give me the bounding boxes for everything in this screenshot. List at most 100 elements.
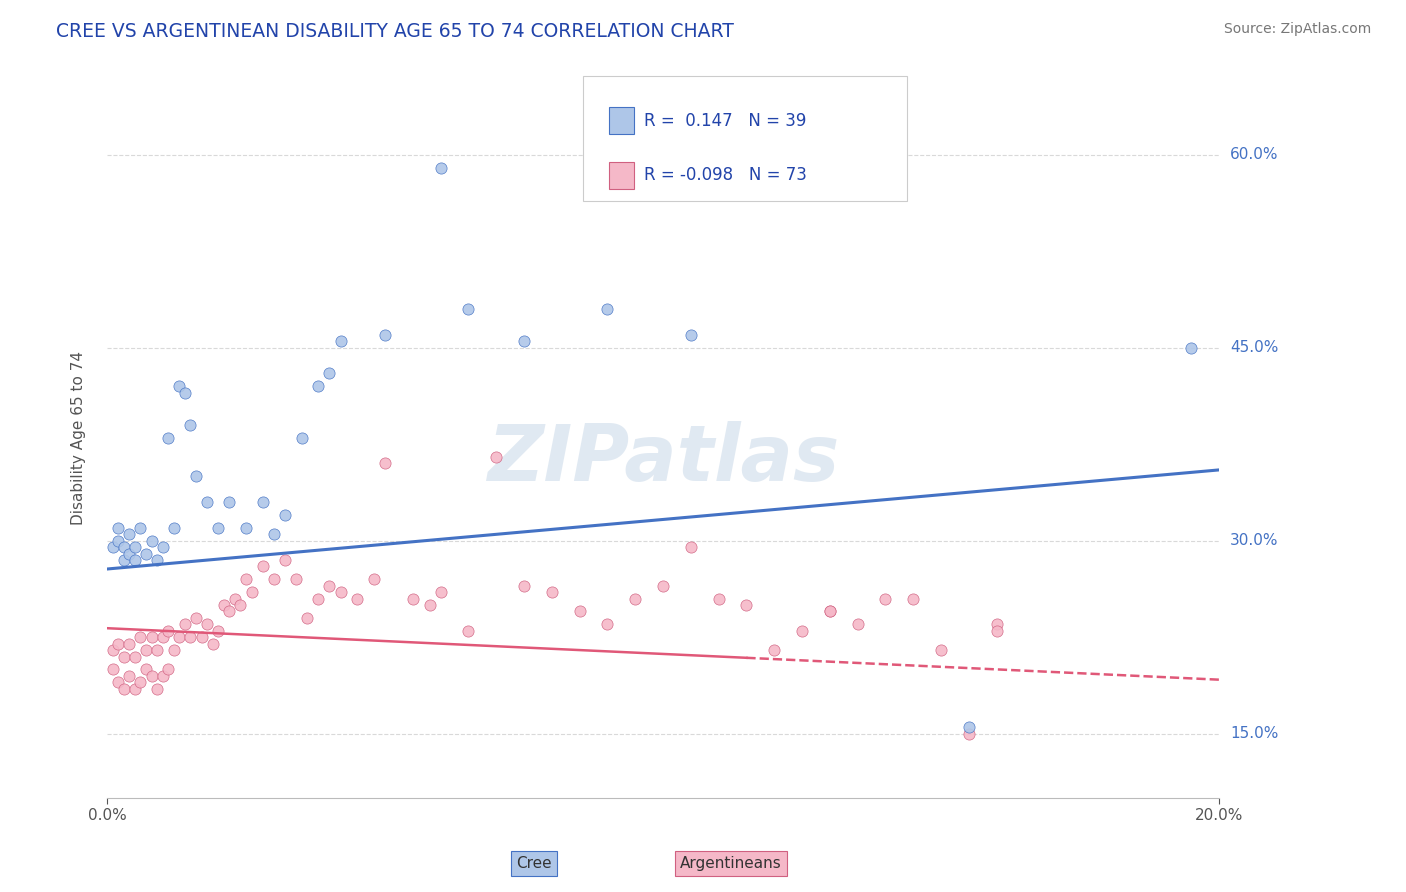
- Point: [624, 591, 647, 606]
- Text: Argentineans: Argentineans: [681, 856, 782, 871]
- Point: [513, 579, 536, 593]
- Point: [307, 379, 329, 393]
- Point: [513, 334, 536, 349]
- Point: [129, 630, 152, 644]
- Point: [107, 521, 129, 535]
- Point: [141, 669, 163, 683]
- Point: [124, 553, 146, 567]
- Point: [679, 327, 702, 342]
- Point: [207, 521, 229, 535]
- Point: [285, 572, 308, 586]
- Point: [207, 624, 229, 638]
- Point: [157, 624, 180, 638]
- Point: [707, 591, 730, 606]
- Point: [157, 662, 180, 676]
- Point: [318, 367, 340, 381]
- Y-axis label: Disability Age 65 to 74: Disability Age 65 to 74: [72, 351, 86, 524]
- Text: ZIPatlas: ZIPatlas: [486, 421, 839, 498]
- Point: [596, 617, 619, 632]
- Point: [363, 572, 385, 586]
- Point: [101, 643, 124, 657]
- Point: [152, 630, 174, 644]
- Point: [1180, 341, 1202, 355]
- Point: [124, 649, 146, 664]
- Point: [318, 579, 340, 593]
- Point: [986, 617, 1008, 632]
- Point: [124, 540, 146, 554]
- Point: [135, 662, 157, 676]
- Point: [112, 681, 135, 696]
- Point: [163, 521, 186, 535]
- Point: [218, 605, 240, 619]
- Text: 60.0%: 60.0%: [1230, 147, 1278, 162]
- Point: [169, 630, 191, 644]
- Point: [485, 450, 508, 464]
- Point: [329, 585, 352, 599]
- Point: [263, 572, 285, 586]
- Point: [274, 553, 297, 567]
- Point: [457, 301, 479, 316]
- Point: [929, 643, 952, 657]
- Text: Source: ZipAtlas.com: Source: ZipAtlas.com: [1223, 22, 1371, 37]
- Text: R = -0.098   N = 73: R = -0.098 N = 73: [644, 167, 807, 185]
- Point: [986, 624, 1008, 638]
- Point: [152, 540, 174, 554]
- Point: [374, 327, 396, 342]
- Point: [374, 457, 396, 471]
- Point: [107, 533, 129, 548]
- Point: [169, 379, 191, 393]
- Point: [240, 585, 263, 599]
- Point: [329, 334, 352, 349]
- Point: [174, 617, 197, 632]
- Point: [146, 643, 169, 657]
- Text: CREE VS ARGENTINEAN DISABILITY AGE 65 TO 74 CORRELATION CHART: CREE VS ARGENTINEAN DISABILITY AGE 65 TO…: [56, 22, 734, 41]
- Point: [957, 727, 980, 741]
- Point: [235, 521, 257, 535]
- Point: [901, 591, 924, 606]
- Point: [291, 431, 314, 445]
- Text: 45.0%: 45.0%: [1230, 340, 1278, 355]
- Point: [163, 643, 186, 657]
- Point: [875, 591, 897, 606]
- Point: [124, 681, 146, 696]
- Point: [846, 617, 869, 632]
- Point: [107, 637, 129, 651]
- Point: [135, 643, 157, 657]
- Point: [141, 533, 163, 548]
- Point: [568, 605, 591, 619]
- Point: [652, 579, 675, 593]
- Point: [295, 611, 318, 625]
- Point: [152, 669, 174, 683]
- Point: [146, 553, 169, 567]
- Point: [418, 598, 440, 612]
- Point: [195, 495, 218, 509]
- Point: [179, 417, 201, 432]
- Point: [957, 720, 980, 734]
- Point: [429, 585, 451, 599]
- Point: [184, 469, 207, 483]
- Point: [107, 675, 129, 690]
- Point: [763, 643, 786, 657]
- Text: R =  0.147   N = 39: R = 0.147 N = 39: [644, 112, 806, 130]
- Point: [818, 605, 841, 619]
- Point: [112, 649, 135, 664]
- Point: [212, 598, 235, 612]
- Text: 15.0%: 15.0%: [1230, 726, 1278, 741]
- Point: [101, 540, 124, 554]
- Point: [118, 547, 141, 561]
- Point: [179, 630, 201, 644]
- Point: [346, 591, 368, 606]
- Point: [146, 681, 169, 696]
- Point: [184, 611, 207, 625]
- Point: [141, 630, 163, 644]
- Point: [429, 161, 451, 175]
- Point: [679, 540, 702, 554]
- Point: [195, 617, 218, 632]
- Point: [112, 540, 135, 554]
- Point: [252, 495, 274, 509]
- Point: [157, 431, 180, 445]
- Point: [274, 508, 297, 522]
- Point: [457, 624, 479, 638]
- Point: [307, 591, 329, 606]
- Point: [235, 572, 257, 586]
